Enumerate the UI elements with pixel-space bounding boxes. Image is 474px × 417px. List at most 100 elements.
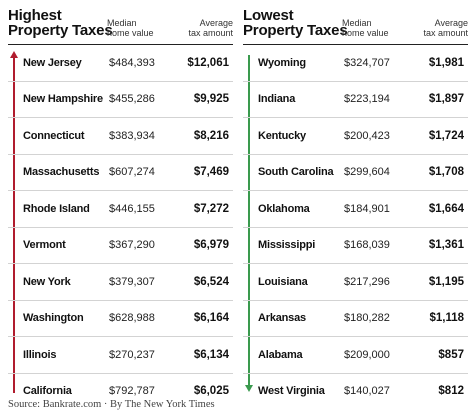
col-home-line-1: Median: [342, 18, 389, 28]
title-line-1: Lowest: [243, 8, 347, 23]
median-home-value-header: Median home value: [342, 18, 389, 38]
state-name: Kentucky: [258, 130, 306, 142]
table-row: West Virginia $140,027 $812: [243, 374, 468, 410]
source-credit: Source: Bankrate.com · By The New York T…: [8, 399, 215, 410]
median-home-value: $299,604: [344, 166, 390, 178]
state-name: New Hampshire: [23, 93, 103, 105]
average-tax-amount: $1,361: [429, 239, 464, 251]
col-tax-line-1: Average: [188, 18, 233, 28]
state-name: Arkansas: [258, 312, 306, 324]
state-name: Indiana: [258, 93, 295, 105]
table-row: Louisiana $217,296 $1,195: [243, 264, 468, 301]
lowest-taxes-panel: Lowest Property Taxes Median home value …: [243, 0, 468, 409]
average-tax-amount: $1,724: [429, 130, 464, 142]
average-tax-amount: $7,272: [194, 203, 229, 215]
median-home-value: $792,787: [109, 385, 155, 397]
average-tax-amount: $8,216: [194, 130, 229, 142]
table-row: Washington $628,988 $6,164: [8, 301, 233, 338]
average-tax-header: Average tax amount: [423, 18, 468, 38]
median-home-value: $209,000: [344, 349, 390, 361]
median-home-value: $223,194: [344, 93, 390, 105]
median-home-value: $180,282: [344, 312, 390, 324]
table-row: Kentucky $200,423 $1,724: [243, 118, 468, 155]
average-tax-amount: $1,195: [429, 276, 464, 288]
state-name: Massachusetts: [23, 166, 99, 178]
state-name: Alabama: [258, 349, 302, 361]
table-row: New York $379,307 $6,524: [8, 264, 233, 301]
table-row: Massachusetts $607,274 $7,469: [8, 155, 233, 192]
average-tax-amount: $6,979: [194, 239, 229, 251]
state-name: Rhode Island: [23, 203, 90, 215]
median-home-value: $270,237: [109, 349, 155, 361]
average-tax-amount: $857: [438, 349, 464, 361]
median-home-value: $324,707: [344, 57, 390, 69]
col-home-line-2: home value: [342, 28, 389, 38]
median-home-value: $367,290: [109, 239, 155, 251]
average-tax-amount: $12,061: [187, 57, 229, 69]
state-name: Vermont: [23, 239, 66, 251]
lowest-taxes-title: Lowest Property Taxes: [243, 8, 347, 38]
average-tax-amount: $6,025: [194, 385, 229, 397]
state-name: Oklahoma: [258, 203, 310, 215]
col-tax-line-1: Average: [423, 18, 468, 28]
average-tax-header: Average tax amount: [188, 18, 233, 38]
col-home-line-2: home value: [107, 28, 154, 38]
col-home-line-1: Median: [107, 18, 154, 28]
median-home-value: $184,901: [344, 203, 390, 215]
average-tax-amount: $6,134: [194, 349, 229, 361]
table-row: Arkansas $180,282 $1,118: [243, 301, 468, 338]
state-name: Wyoming: [258, 57, 306, 69]
median-home-value: $217,296: [344, 276, 390, 288]
median-home-value: $484,393: [109, 57, 155, 69]
median-home-value: $168,039: [344, 239, 390, 251]
average-tax-amount: $812: [438, 385, 464, 397]
average-tax-amount: $1,664: [429, 203, 464, 215]
lowest-taxes-list: Wyoming $324,707 $1,981 Indiana $223,194 $1,8…: [243, 45, 468, 409]
table-row: New Jersey $484,393 $12,061: [8, 45, 233, 82]
highest-taxes-panel: Highest Property Taxes Median home value…: [8, 0, 233, 409]
state-name: Louisiana: [258, 276, 308, 288]
median-home-value: $140,027: [344, 385, 390, 397]
state-name: Washington: [23, 312, 84, 324]
state-name: New York: [23, 276, 71, 288]
state-name: New Jersey: [23, 57, 82, 69]
lowest-taxes-header: Lowest Property Taxes Median home value …: [243, 0, 468, 44]
table-row: Oklahoma $184,901 $1,664: [243, 191, 468, 228]
median-home-value: $383,934: [109, 130, 155, 142]
state-name: Mississippi: [258, 239, 315, 251]
col-tax-line-2: tax amount: [423, 28, 468, 38]
average-tax-amount: $1,897: [429, 93, 464, 105]
average-tax-amount: $1,708: [429, 166, 464, 178]
highest-taxes-header: Highest Property Taxes Median home value…: [8, 0, 233, 44]
highest-taxes-list: New Jersey $484,393 $12,061 New Hampshire $4…: [8, 45, 233, 409]
average-tax-amount: $7,469: [194, 166, 229, 178]
state-name: South Carolina: [258, 166, 333, 178]
table-row: Alabama $209,000 $857: [243, 337, 468, 374]
state-name: Connecticut: [23, 130, 84, 142]
median-home-value: $200,423: [344, 130, 390, 142]
average-tax-amount: $9,925: [194, 93, 229, 105]
table-row: New Hampshire $455,286 $9,925: [8, 82, 233, 119]
table-row: Connecticut $383,934 $8,216: [8, 118, 233, 155]
median-home-value: $628,988: [109, 312, 155, 324]
table-row: Illinois $270,237 $6,134: [8, 337, 233, 374]
median-home-value: $455,286: [109, 93, 155, 105]
median-home-value-header: Median home value: [107, 18, 154, 38]
state-name: California: [23, 385, 72, 397]
median-home-value: $446,155: [109, 203, 155, 215]
median-home-value: $607,274: [109, 166, 155, 178]
table-row: South Carolina $299,604 $1,708: [243, 155, 468, 192]
state-name: Illinois: [23, 349, 56, 361]
table-row: Vermont $367,290 $6,979: [8, 228, 233, 265]
table-row: Indiana $223,194 $1,897: [243, 82, 468, 119]
median-home-value: $379,307: [109, 276, 155, 288]
title-line-1: Highest: [8, 8, 112, 23]
title-line-2: Property Taxes: [243, 23, 347, 38]
average-tax-amount: $1,118: [429, 312, 464, 324]
state-name: West Virginia: [258, 385, 325, 397]
highest-taxes-title: Highest Property Taxes: [8, 8, 112, 38]
table-row: Mississippi $168,039 $1,361: [243, 228, 468, 265]
average-tax-amount: $6,524: [194, 276, 229, 288]
table-row: Wyoming $324,707 $1,981: [243, 45, 468, 82]
table-row: Rhode Island $446,155 $7,272: [8, 191, 233, 228]
